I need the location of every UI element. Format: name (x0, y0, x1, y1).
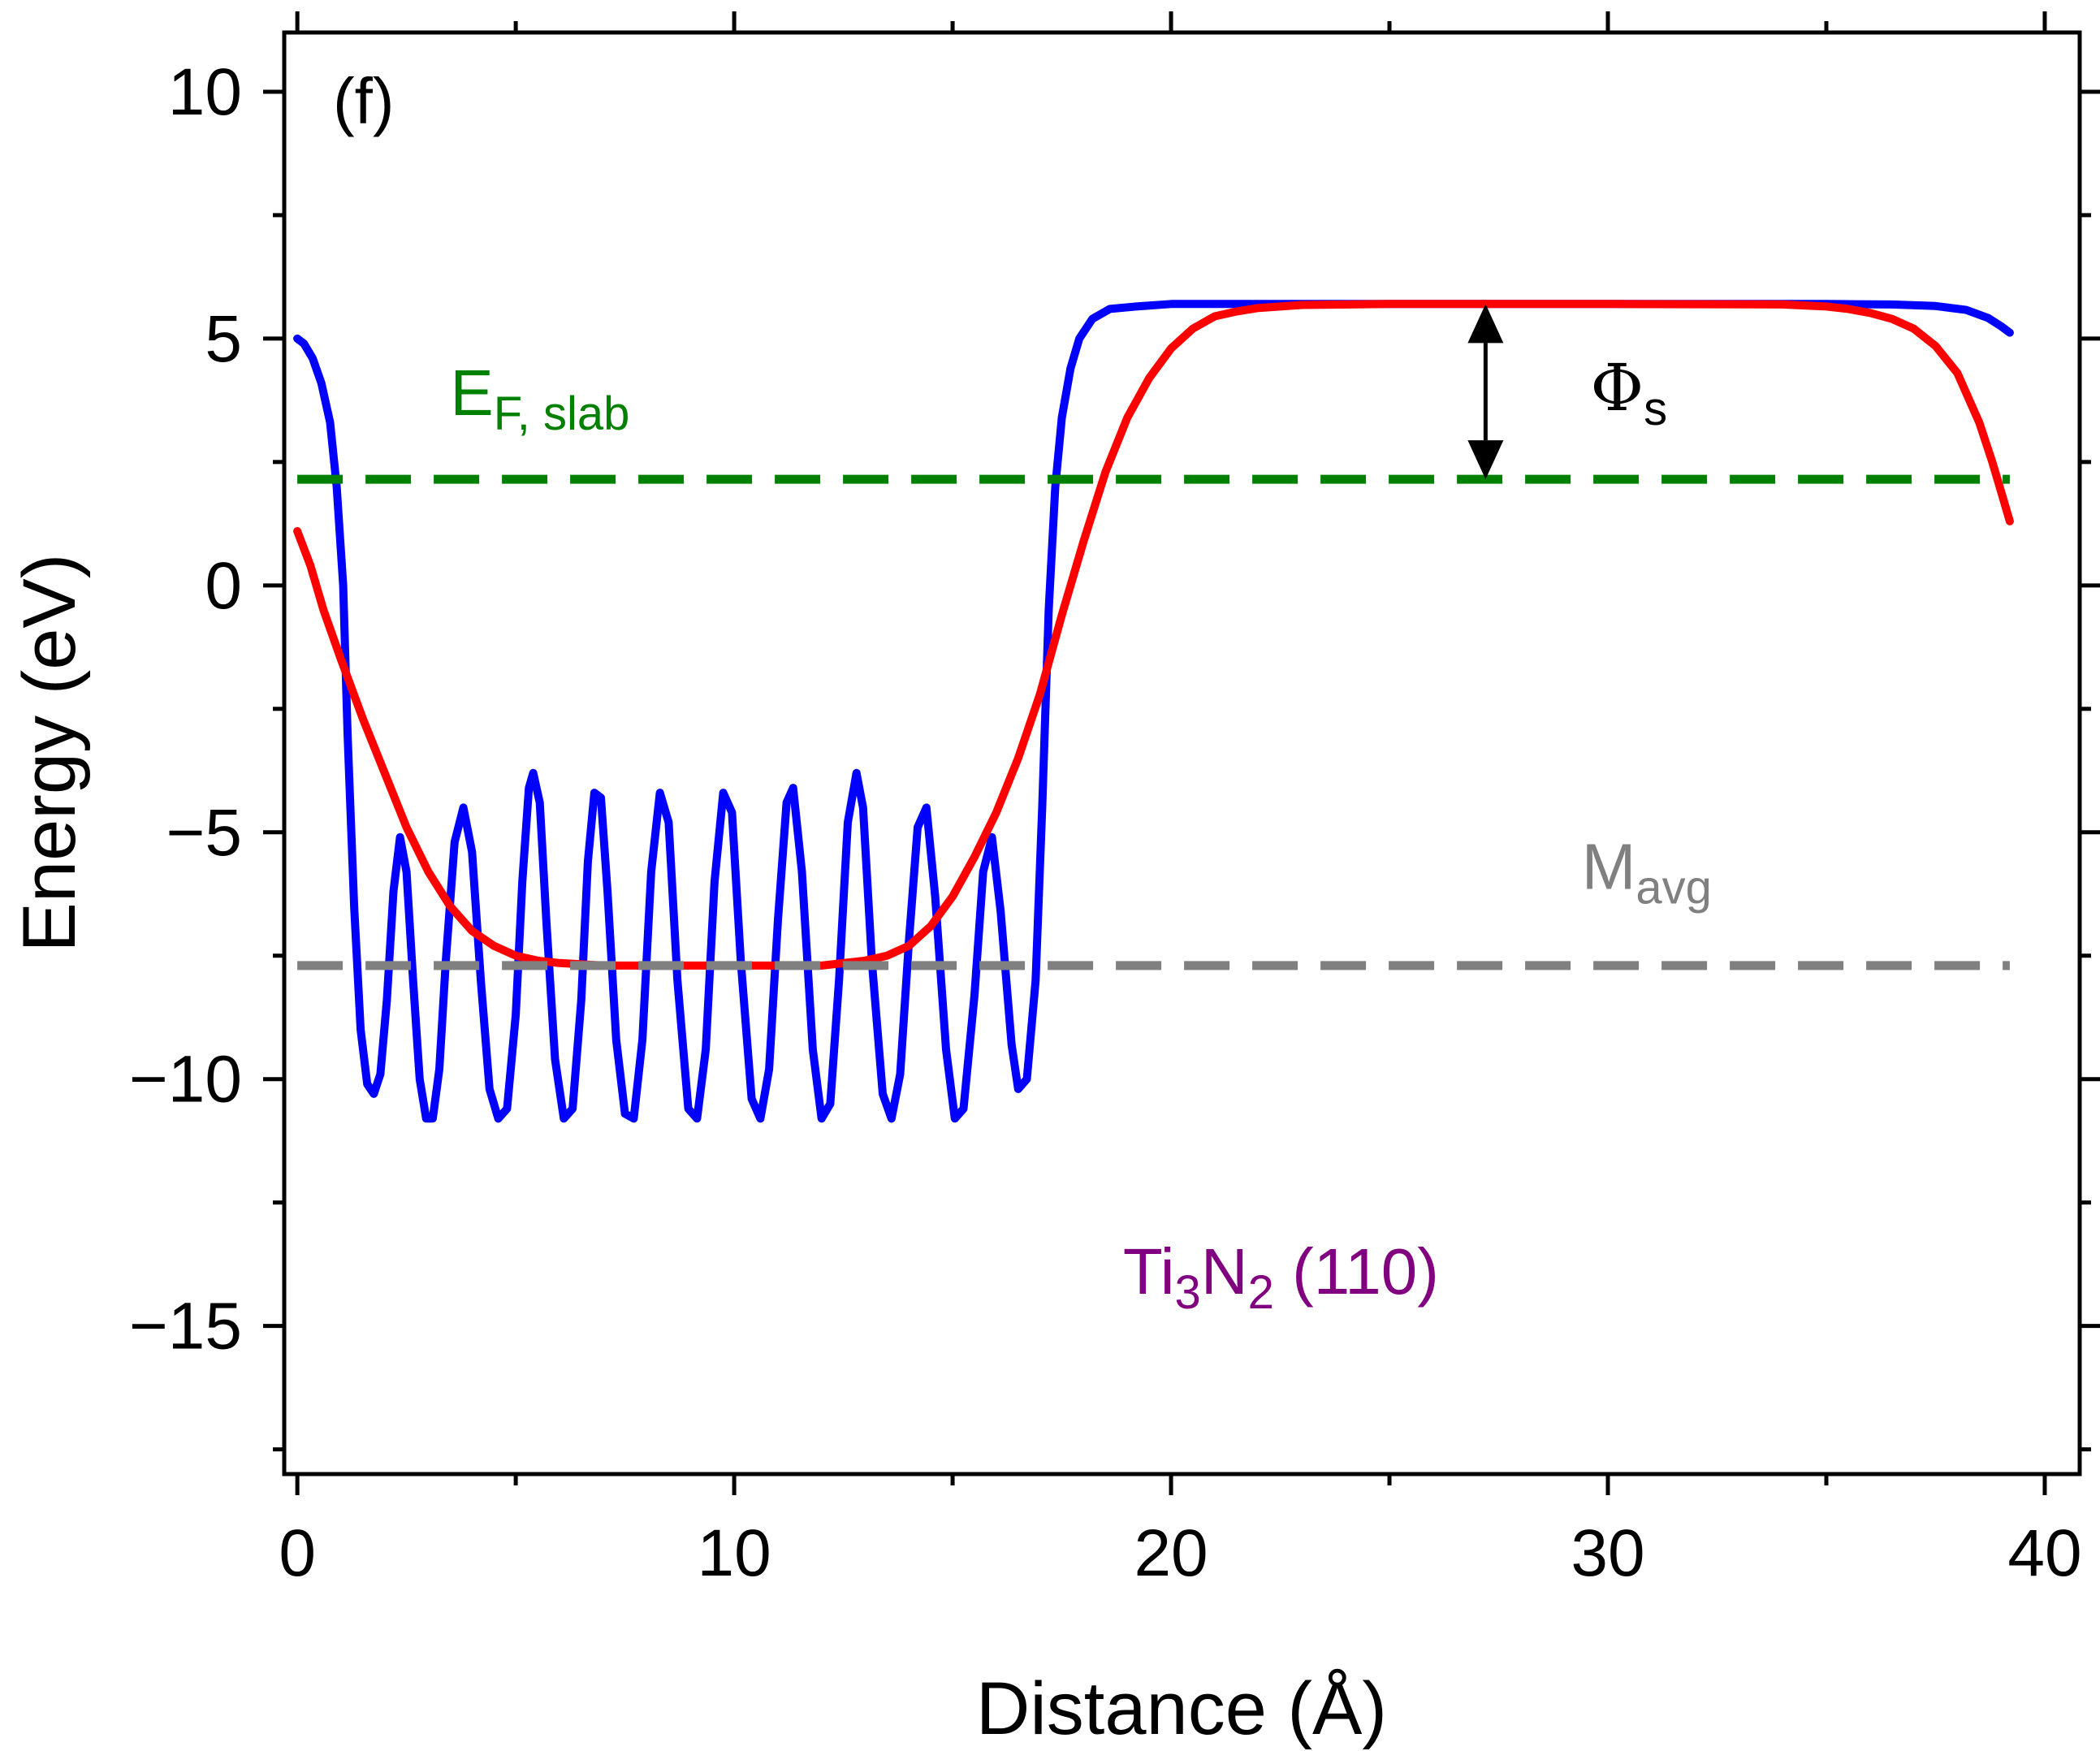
y-tick-label: 10 (168, 55, 242, 129)
x-tick-label: 30 (1571, 1516, 1644, 1590)
work-function-arrow (1467, 304, 1504, 480)
material-label-rest: (110) (1274, 1235, 1439, 1308)
arrow-head-top (1467, 304, 1504, 344)
y-axis-title: Energy (eV) (8, 554, 91, 953)
y-tick-label: 5 (205, 302, 242, 376)
phi-label-sub: s (1644, 383, 1667, 435)
y-tick-label: −15 (129, 1290, 242, 1364)
arrow-head-bottom (1467, 440, 1504, 480)
axis-tick-labels: 0 10 20 30 40 10 5 0 −5 −10 −15 (129, 55, 2082, 1590)
plot-frame (282, 30, 2082, 1476)
material-label-n: N (1201, 1235, 1248, 1308)
series-macroscopic-average (293, 300, 2014, 970)
material-label-sub2: 2 (1248, 1266, 1274, 1319)
x-axis-title: Distance (Å) (976, 1667, 1387, 1750)
axis-ticks (263, 11, 2100, 1495)
series-group (293, 300, 2014, 1123)
y-tick-label: −5 (166, 796, 243, 870)
x-tick-label: 20 (1134, 1516, 1208, 1590)
fermi-level-label: EF, slab (450, 357, 629, 440)
phi-label-main: Φ (1590, 350, 1644, 426)
material-label-ti: Ti (1123, 1235, 1175, 1308)
material-label: Ti3N2 (110) (1123, 1235, 1439, 1319)
x-tick-label: 0 (279, 1516, 316, 1590)
material-label-sub1: 3 (1175, 1266, 1201, 1319)
mavg-label-main: M (1582, 831, 1636, 903)
y-tick-label: −10 (129, 1043, 242, 1117)
series-planar-averaged-potential (293, 300, 2014, 1123)
y-tick-label: 0 (205, 549, 242, 623)
work-function-label: Φs (1590, 350, 1667, 435)
x-tick-label: 10 (697, 1516, 771, 1590)
mavg-label-sub: avg (1635, 862, 1712, 914)
panel-label: (f) (333, 65, 395, 137)
x-tick-label: 40 (2007, 1516, 2081, 1590)
fermi-label-main: E (450, 357, 493, 429)
fermi-label-sub: F, slab (494, 387, 630, 440)
m-avg-label: Mavg (1582, 831, 1712, 914)
